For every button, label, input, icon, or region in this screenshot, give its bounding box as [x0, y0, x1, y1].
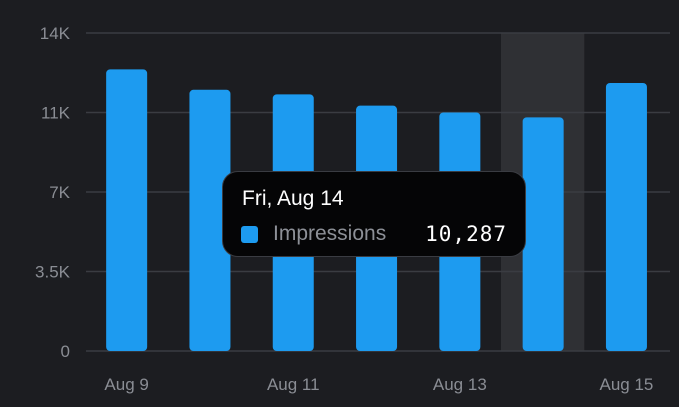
tooltip-date: Fri, Aug 14 — [242, 187, 344, 210]
tooltip-series-value: 10,287 — [425, 222, 507, 246]
bar-aug-9[interactable] — [106, 69, 148, 351]
tooltip-series-name: Impressions — [273, 222, 387, 245]
bar-aug-10[interactable] — [189, 89, 231, 352]
bar-aug-14[interactable] — [522, 117, 564, 352]
x-tick-label: Aug 13 — [433, 375, 487, 394]
tooltip-series-row: Impressions 10,287 — [241, 222, 507, 246]
y-tick-label: 11K — [41, 104, 71, 123]
y-tick-label: 7K — [49, 183, 70, 202]
y-tick-label: 3.5K — [35, 263, 71, 282]
y-tick-label: 14K — [40, 24, 71, 43]
y-tick-label: 0 — [61, 342, 70, 361]
series-color-swatch — [241, 225, 258, 243]
hover-tooltip: Fri, Aug 14 Impressions 10,287 — [222, 171, 526, 257]
x-tick-label: Aug 11 — [267, 375, 320, 394]
x-tick-label: Aug 15 — [600, 375, 654, 394]
x-tick-label: Aug 9 — [104, 375, 148, 394]
bar-aug-15[interactable] — [605, 82, 647, 351]
